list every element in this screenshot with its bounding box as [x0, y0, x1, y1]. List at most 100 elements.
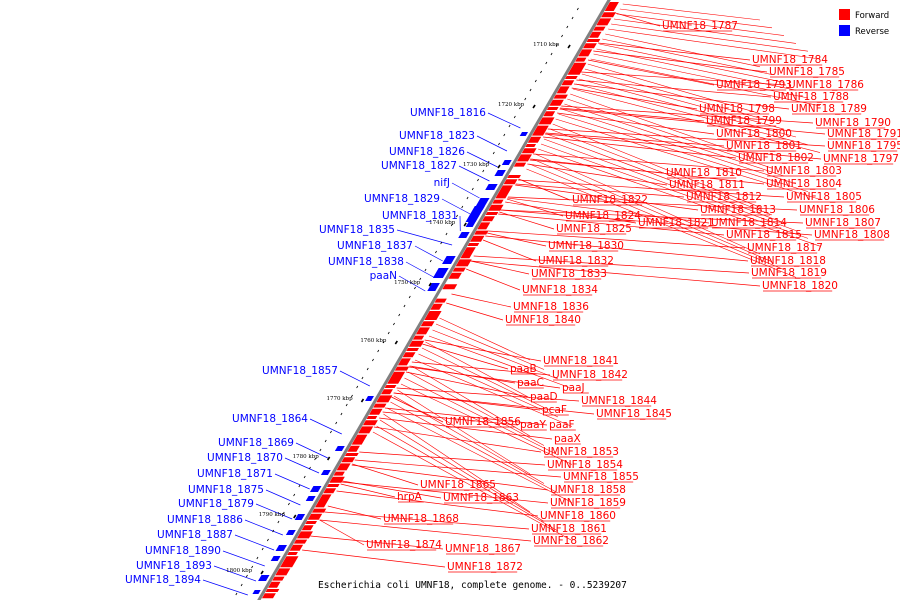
reverse-feature — [276, 545, 287, 551]
forward-gene-label: UMNF18_1860 — [540, 510, 616, 522]
forward-callout — [471, 261, 529, 274]
reverse-feature — [520, 132, 528, 136]
forward-callout — [545, 133, 724, 146]
forward-feature — [406, 348, 419, 351]
inner-track-mark — [362, 377, 363, 379]
reverse-gene-label: UMNF18_1894 — [125, 574, 201, 586]
forward-gene-label: UMNF18_1842 — [552, 369, 628, 381]
inner-track-mark — [399, 314, 400, 316]
forward-feature — [367, 416, 378, 419]
forward-feature — [525, 144, 536, 147]
forward-callout — [422, 344, 508, 369]
reverse-gene-label: UMNF18_1816 — [410, 107, 486, 119]
forward-gene-label: UMNF18_1784 — [752, 54, 828, 66]
reverse-gene-label: UMNF18_1831 — [382, 210, 458, 222]
forward-fan-line — [397, 390, 530, 474]
forward-gene-label: UMNF18_1820 — [762, 280, 838, 292]
reverse-gene-label: UMNF18_1864 — [232, 413, 308, 425]
forward-callout — [359, 452, 545, 465]
inner-track-mark — [477, 179, 478, 181]
reverse-callout — [415, 246, 443, 261]
legend: Forward Reverse — [839, 9, 889, 37]
inner-track-mark — [294, 494, 295, 496]
reverse-gene-label: nifJ — [434, 177, 450, 189]
forward-feature — [266, 589, 280, 592]
inner-track-mark — [446, 233, 447, 235]
reverse-gene-label: UMNF18_1871 — [197, 468, 273, 480]
forward-gene-label: UMNF18_1786 — [788, 79, 864, 91]
reverse-callout — [340, 371, 370, 386]
forward-callout — [483, 240, 536, 261]
forward-gene-label: UMNF18_1863 — [443, 492, 519, 504]
inner-track-mark — [257, 557, 258, 559]
forward-feature — [565, 76, 578, 79]
reverse-gene-label: UMNF18_1829 — [364, 193, 440, 205]
inner-track-mark — [525, 98, 526, 100]
forward-callout — [446, 303, 503, 320]
forward-gene-label: UMNF18_1815 — [726, 229, 802, 241]
inner-track-mark — [299, 485, 300, 487]
reverse-feature — [458, 232, 469, 238]
reverse-gene-label: UMNF18_1838 — [328, 256, 404, 268]
inner-track-mark — [304, 476, 305, 478]
inner-track-mark — [483, 170, 484, 172]
forward-feature — [474, 231, 488, 235]
forward-gene-label: paaB — [510, 363, 537, 375]
forward-gene-label: UMNF18_1785 — [769, 66, 845, 78]
inner-track-mark — [514, 116, 515, 118]
reverse-feature — [365, 396, 374, 401]
forward-gene-label: UMNF18_1803 — [766, 165, 842, 177]
inner-track-mark — [509, 125, 510, 127]
reverse-feature — [286, 530, 296, 535]
forward-feature — [272, 577, 284, 581]
forward-feature — [522, 148, 537, 153]
tick-label: 1750 kbp — [394, 280, 421, 286]
tick-mark — [568, 45, 570, 48]
forward-callout — [466, 269, 520, 290]
reverse-feature — [485, 184, 497, 190]
forward-gene-label: UMNF18_1855 — [563, 471, 639, 483]
reverse-callout — [452, 183, 480, 198]
forward-gene-label: UMNF18_1874 — [366, 539, 442, 551]
forward-callout — [374, 427, 541, 452]
forward-gene-label: UMNF18_1801 — [726, 140, 802, 152]
forward-gene-label: UMNF18_1798 — [699, 103, 775, 115]
forward-gene-label: UMNF18_1821 — [638, 217, 714, 229]
forward-fan-line — [602, 39, 772, 75]
forward-feature — [287, 552, 298, 555]
reverse-gene-label: UMNF18_1875 — [188, 484, 264, 496]
forward-gene-label: UMNF18_1787 — [662, 20, 738, 32]
tick-mark — [328, 457, 330, 460]
forward-callout — [598, 43, 750, 60]
forward-gene-label: paaC — [517, 377, 544, 389]
forward-feature — [453, 268, 466, 272]
inner-track-mark — [409, 296, 410, 298]
reverse-feature — [306, 496, 316, 501]
forward-feature — [507, 175, 521, 178]
reverse-gene-label: UMNF18_1835 — [319, 224, 395, 236]
reverse-gene-label: UMNF18_1837 — [337, 240, 413, 252]
forward-gene-label: UMNF18_1805 — [786, 191, 862, 203]
inner-track-mark — [493, 152, 494, 154]
reverse-callout — [203, 580, 248, 595]
inner-track-mark — [346, 404, 347, 406]
forward-feature — [345, 453, 359, 456]
inner-track-mark — [561, 35, 562, 37]
forward-gene-label: UMNF18_1834 — [522, 284, 598, 296]
inner-track-mark — [414, 287, 415, 289]
forward-feature — [593, 27, 605, 31]
tick-label: 1710 kbp — [533, 42, 560, 48]
forward-gene-label: paaY — [520, 419, 547, 431]
forward-feature — [587, 39, 601, 42]
tick-mark — [261, 571, 263, 574]
inner-track-mark — [336, 422, 337, 424]
inner-track-mark — [540, 71, 541, 73]
reverse-callout — [245, 520, 283, 535]
forward-gene-label: UMNF18_1795 — [827, 140, 900, 152]
forward-gene-label: UMNF18_1822 — [572, 194, 648, 206]
forward-gene-label: UMNF18_1856 — [445, 416, 521, 428]
inner-track-mark — [472, 188, 473, 190]
forward-feature — [327, 484, 340, 487]
inner-track-mark — [241, 584, 242, 586]
inner-track-mark — [425, 269, 426, 271]
